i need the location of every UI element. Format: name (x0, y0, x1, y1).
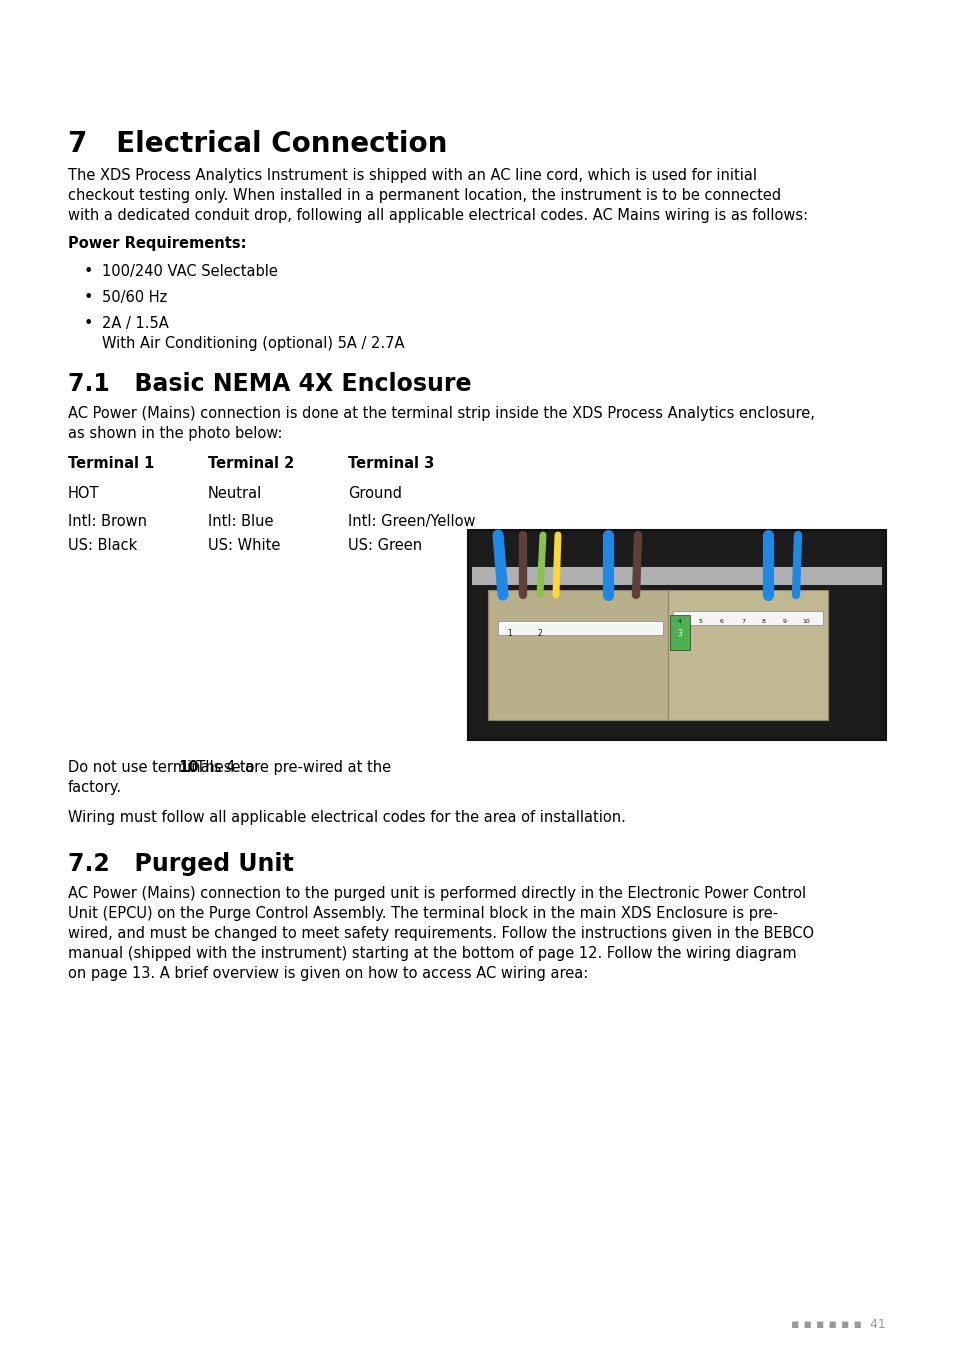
Text: with a dedicated conduit drop, following all applicable electrical codes. AC Mai: with a dedicated conduit drop, following… (68, 208, 807, 223)
Text: 7.1   Basic NEMA 4X Enclosure: 7.1 Basic NEMA 4X Enclosure (68, 373, 471, 396)
Text: factory.: factory. (68, 780, 122, 795)
Text: checkout testing only. When installed in a permanent location, the instrument is: checkout testing only. When installed in… (68, 188, 781, 202)
Bar (472, 535, 882, 736)
Bar (497, 621, 662, 634)
Text: Do not use terminals 4 to: Do not use terminals 4 to (68, 760, 259, 775)
Text: Ground: Ground (348, 486, 401, 501)
Text: •: • (84, 316, 93, 331)
Text: Neutral: Neutral (208, 486, 262, 501)
Text: AC Power (Mains) connection is done at the terminal strip inside the XDS Process: AC Power (Mains) connection is done at t… (68, 406, 814, 421)
Text: wired, and must be changed to meet safety requirements. Follow the instructions : wired, and must be changed to meet safet… (68, 926, 813, 941)
Text: Intl: Blue: Intl: Blue (208, 514, 274, 529)
Text: Power Requirements:: Power Requirements: (68, 236, 246, 251)
Text: 2: 2 (537, 629, 542, 639)
Text: Terminal 1: Terminal 1 (68, 456, 154, 471)
Text: 8: 8 (761, 620, 765, 624)
Text: Unit (EPCU) on the Purge Control Assembly. The terminal block in the main XDS En: Unit (EPCU) on the Purge Control Assembl… (68, 906, 778, 921)
Text: 5: 5 (699, 620, 702, 624)
Bar (669, 616, 689, 649)
Bar (472, 567, 882, 585)
Text: 1: 1 (507, 629, 512, 639)
Text: 3: 3 (677, 629, 681, 639)
Text: 100/240 VAC Selectable: 100/240 VAC Selectable (102, 265, 277, 279)
Text: 4: 4 (678, 620, 681, 624)
Text: 7: 7 (740, 620, 744, 624)
Text: 6: 6 (720, 620, 723, 624)
Text: Wiring must follow all applicable electrical codes for the area of installation.: Wiring must follow all applicable electr… (68, 810, 625, 825)
Bar (488, 590, 667, 720)
Text: 50/60 Hz: 50/60 Hz (102, 290, 167, 305)
Text: 2A / 1.5A: 2A / 1.5A (102, 316, 169, 331)
Text: Intl: Green/Yellow: Intl: Green/Yellow (348, 514, 475, 529)
Bar (672, 612, 822, 625)
Text: HOT: HOT (68, 486, 99, 501)
Text: Terminal 2: Terminal 2 (208, 456, 294, 471)
Text: US: Black: US: Black (68, 539, 137, 553)
Text: US: Green: US: Green (348, 539, 421, 553)
Bar (468, 531, 885, 740)
Text: 7.2   Purged Unit: 7.2 Purged Unit (68, 852, 294, 876)
Text: 10: 10 (178, 760, 198, 775)
Text: •: • (84, 290, 93, 305)
Text: Intl: Brown: Intl: Brown (68, 514, 147, 529)
Text: manual (shipped with the instrument) starting at the bottom of page 12. Follow t: manual (shipped with the instrument) sta… (68, 946, 796, 961)
Bar (667, 590, 827, 720)
Text: 9: 9 (782, 620, 786, 624)
Text: 10: 10 (801, 620, 809, 624)
Text: With Air Conditioning (optional) 5A / 2.7A: With Air Conditioning (optional) 5A / 2.… (102, 336, 404, 351)
Text: AC Power (Mains) connection to the purged unit is performed directly in the Elec: AC Power (Mains) connection to the purge… (68, 886, 805, 900)
Text: •: • (84, 265, 93, 279)
Text: The XDS Process Analytics Instrument is shipped with an AC line cord, which is u: The XDS Process Analytics Instrument is … (68, 167, 757, 184)
Text: Terminal 3: Terminal 3 (348, 456, 434, 471)
Text: 7   Electrical Connection: 7 Electrical Connection (68, 130, 447, 158)
Text: ▪ ▪ ▪ ▪ ▪ ▪  41: ▪ ▪ ▪ ▪ ▪ ▪ 41 (790, 1318, 885, 1331)
Text: . These are pre-wired at the: . These are pre-wired at the (187, 760, 391, 775)
Text: US: White: US: White (208, 539, 280, 553)
Text: on page 13. A brief overview is given on how to access AC wiring area:: on page 13. A brief overview is given on… (68, 967, 588, 981)
Text: as shown in the photo below:: as shown in the photo below: (68, 427, 282, 441)
